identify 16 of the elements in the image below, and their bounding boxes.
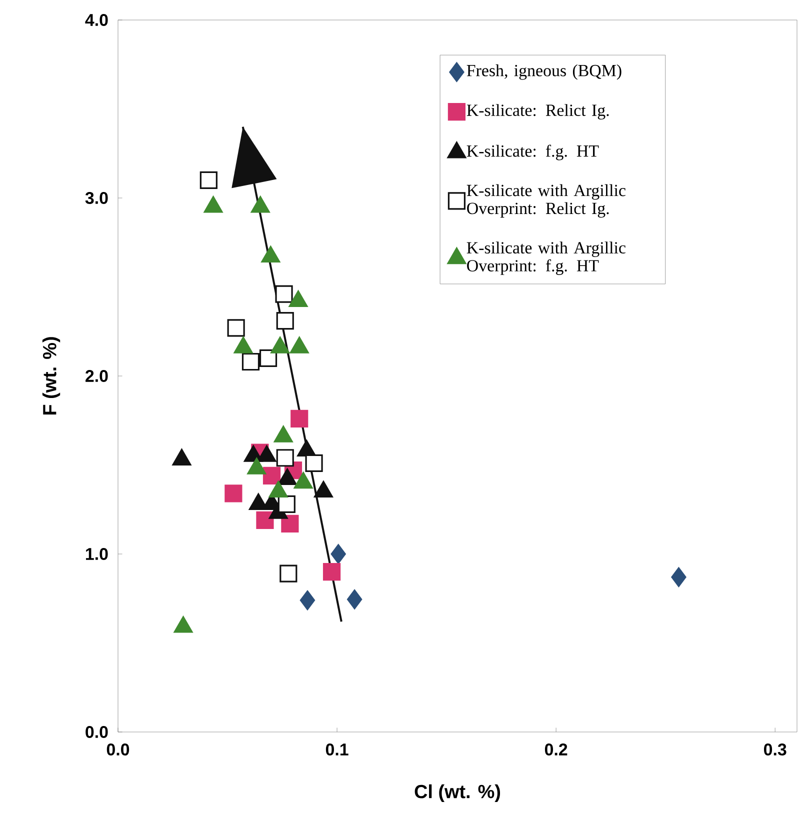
y-tick-label: 1.0 [86,548,108,560]
x-tick-label: 0.0 [106,744,130,756]
x-tick-label: 0.2 [544,744,568,756]
x-tick-label: 0.1 [326,744,348,756]
legend-label: Fresh, igneous (BQM) [466,64,622,80]
legend-label: K-silicate: Relict Ig. [466,104,609,120]
legend-label: K-silicate with Argillic Overprint: f.g. HT [466,242,626,275]
y-tick-label: 3.0 [85,192,108,204]
y-tick-label: 2.0 [86,370,108,382]
y-axis-title: F (wt. %) [42,337,60,415]
legend-label: K-silicate: f.g. HT [466,144,599,160]
x-axis-title: Cl (wt. %) [414,784,500,802]
y-tick-label: 0.0 [86,726,108,738]
x-tick-label: 0.3 [764,744,786,756]
legend-label: K-silicate with Argillic Overprint: Relict Ig. [466,184,626,218]
y-tick-label: 4.0 [85,14,108,26]
